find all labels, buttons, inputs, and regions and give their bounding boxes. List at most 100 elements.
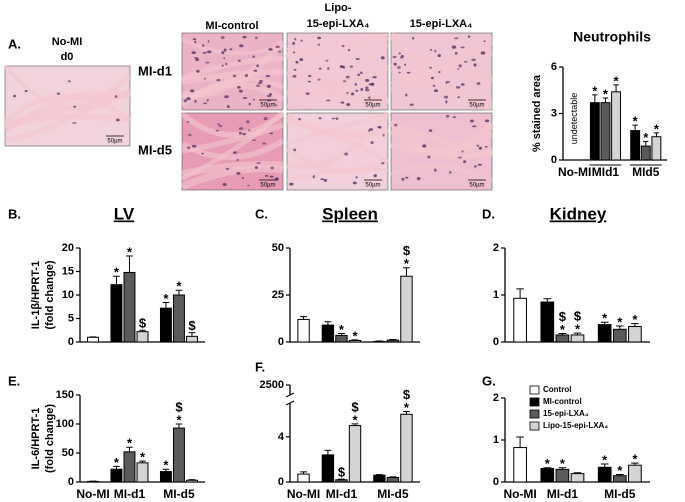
nucleus <box>394 123 398 127</box>
scale-bar-label: 50µm <box>365 103 380 109</box>
nucleus <box>344 152 349 156</box>
nucleus <box>317 78 321 81</box>
error-bar <box>543 298 552 303</box>
column-header: MI-control <box>205 20 258 32</box>
nucleus <box>401 177 405 181</box>
tissue-fiber <box>286 118 390 165</box>
nucleus <box>360 88 364 92</box>
x-tick-label: No-MI <box>503 487 536 501</box>
bar <box>348 425 362 483</box>
nucleus <box>305 92 310 95</box>
error-bar <box>558 333 567 335</box>
nucleus <box>244 73 249 78</box>
nucleus <box>477 163 483 166</box>
significance-mark: * <box>404 256 410 271</box>
significance-mark: * <box>163 458 169 473</box>
nucleus <box>222 182 227 186</box>
nucleus <box>461 150 464 153</box>
nucleus <box>474 165 477 168</box>
tissue-fiber <box>3 93 132 124</box>
nucleus <box>256 64 259 68</box>
y-tick-label: 50 <box>62 447 74 459</box>
error-bar <box>543 467 552 469</box>
y-tick-label: 1 <box>493 434 499 446</box>
significance-mark: $ <box>574 309 582 324</box>
nucleus <box>225 167 230 170</box>
chart-title: Spleen <box>322 204 378 223</box>
nucleus <box>201 44 205 47</box>
bar <box>400 275 413 343</box>
nucleus <box>355 58 360 60</box>
nucleus <box>449 171 452 174</box>
bar <box>570 473 585 483</box>
chart-title: Neutrophils <box>573 29 651 45</box>
axis-break <box>285 392 295 398</box>
bar <box>87 336 99 343</box>
scale-bar-label: 50µm <box>107 139 122 145</box>
nucleus <box>242 133 247 136</box>
nucleus <box>237 85 241 89</box>
nucleus <box>183 99 188 103</box>
nucleus <box>446 114 450 118</box>
significance-mark: * <box>339 322 345 337</box>
nucleus <box>317 36 322 40</box>
nucleus <box>323 179 328 182</box>
nucleus <box>216 79 221 82</box>
x-tick-label: MI-d5 <box>377 487 409 501</box>
nucleus <box>457 68 460 70</box>
error-bar <box>615 473 624 476</box>
annotation: undetectable <box>569 93 579 145</box>
nucleus <box>326 99 331 102</box>
nucleus <box>277 50 282 53</box>
bar <box>110 284 123 343</box>
nucleus <box>354 83 357 86</box>
nucleus <box>430 48 433 51</box>
nucleus <box>480 51 486 55</box>
error-bar <box>324 321 332 326</box>
tissue-fiber <box>389 65 493 112</box>
axis-break <box>285 400 295 406</box>
significance-mark: * <box>633 114 639 129</box>
panel-label: E. <box>8 373 20 388</box>
legend-label: 15-epi-LXA₄ <box>543 409 589 418</box>
error-bar <box>389 476 397 478</box>
nucleus <box>357 73 361 77</box>
error-bar <box>573 472 582 474</box>
nucleus <box>254 36 258 40</box>
x-tick-label: No-MI <box>76 487 109 501</box>
nucleus <box>256 84 261 87</box>
error-bar <box>300 471 307 475</box>
reference-title: No-MI <box>52 36 83 48</box>
nucleus <box>186 120 189 123</box>
nucleus <box>347 48 351 52</box>
x-tick-label: MId1 <box>592 165 620 179</box>
significance-mark: * <box>545 456 551 471</box>
error-bar <box>643 140 649 147</box>
bar <box>373 474 386 483</box>
nucleus <box>206 98 209 102</box>
nucleus <box>445 100 448 104</box>
error-bar <box>653 132 660 137</box>
nucleus <box>223 57 226 60</box>
significance-mark: * <box>575 322 581 337</box>
column-header: 15-epi-LXA₄ <box>410 18 473 30</box>
nucleus <box>457 96 460 99</box>
nucleus <box>221 64 224 67</box>
nucleus <box>460 46 465 49</box>
nucleus <box>269 132 274 135</box>
scale-bar-label: 50µm <box>260 183 275 189</box>
nucleus <box>364 88 370 92</box>
nucleus <box>217 123 220 126</box>
nucleus <box>246 120 250 124</box>
chart-title: LV <box>114 204 135 223</box>
significance-mark: * <box>614 73 620 88</box>
nucleus <box>202 52 207 54</box>
nucleus <box>470 119 474 123</box>
nucleus <box>368 96 371 100</box>
histology-images: 50µm 50µm 50µm 50µm 50µm 50µm 50µm <box>3 31 495 191</box>
y-tick-label: 25 <box>272 289 284 301</box>
reference-title: d0 <box>61 51 74 63</box>
error-bar <box>139 329 146 332</box>
y-tick-label: 10 <box>62 289 74 301</box>
y-tick-label: 2 <box>493 242 499 254</box>
